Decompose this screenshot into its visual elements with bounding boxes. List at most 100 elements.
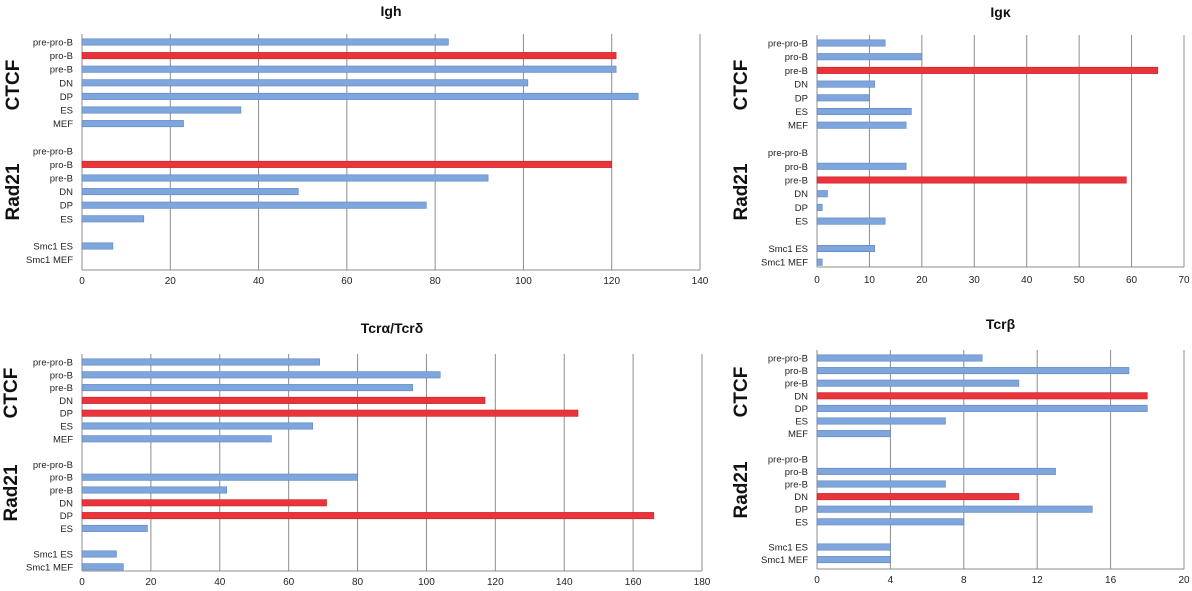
chart3-title: Tcrβ (986, 316, 1016, 332)
chart2-bar-smc1-es (81, 550, 117, 558)
chart3-group-label-rad21: Rad21 (731, 461, 752, 518)
chart0-bar-pro-b-highlight (81, 160, 613, 168)
chart1-bar-pre-b-highlight (816, 176, 1127, 184)
chart0-x-tick-label: 80 (430, 276, 442, 287)
chart3-row-label: Smc1 ES (768, 543, 808, 554)
chart1-row-label: ES (795, 107, 808, 118)
chart0-bar-es (81, 215, 145, 223)
chart3-row-label: pre-pro-B (768, 454, 808, 465)
chart2-row-label: DN (59, 498, 73, 509)
chart0-row-label: pro-B (50, 160, 73, 171)
chart3-row-label: pre-B (785, 480, 808, 491)
chart1-row-label: DN (794, 80, 808, 91)
chart0-x-tick-label: 140 (692, 276, 709, 287)
chart2-row-label: pre-B (50, 383, 73, 394)
chart1-row-label: pre-pro-B (768, 39, 808, 50)
chart0-row-label: DP (60, 92, 73, 103)
chart3-x-tick-label: 12 (1032, 575, 1044, 586)
chart0-row-label: ES (60, 106, 73, 117)
chart0-bar-es (81, 106, 242, 114)
chart0-x-tick-label: 0 (79, 276, 85, 287)
chart0-bar-dn (81, 79, 529, 87)
chart2-x-tick-label: 80 (352, 577, 364, 588)
chart2-group-label-ctcf: CTCF (1, 368, 22, 419)
chart0-bar-dp (81, 92, 639, 100)
chart0-x-tick-label: 100 (515, 276, 532, 287)
chart1-x-tick-label: 70 (1178, 275, 1190, 286)
chart3-row-label: pre-B (785, 379, 808, 390)
chart0-row-label: pre-pro-B (33, 146, 73, 157)
chart1-row-label: pro-B (785, 52, 808, 63)
chart2-bar-pre-b (81, 384, 413, 392)
chart2-row-label: pre-pro-B (33, 358, 73, 369)
chart2-x-tick-label: 160 (625, 577, 642, 588)
chart1-bar-dp (816, 203, 823, 211)
chart3-x-tick-label: 4 (888, 575, 894, 586)
chart3-row-label: ES (795, 417, 808, 428)
chart0-row-label: DN (59, 187, 73, 198)
chart0-bar-dp (81, 201, 427, 209)
chart0-bar-pre-pro-b (81, 38, 449, 46)
chart0-row-label: Smc1 ES (33, 242, 73, 253)
chart3-bar-dn-highlight (816, 493, 1020, 501)
chart1-bar-dn (816, 190, 828, 198)
chart1-row-label: ES (795, 217, 808, 228)
chart3-row-label: ES (795, 517, 808, 528)
chart1-x-tick-label: 0 (814, 275, 820, 286)
chart1-bar-smc1-mef (816, 258, 823, 266)
chart1-row-label: DP (795, 203, 808, 214)
chart0-row-label: MEF (53, 119, 73, 130)
chart2-x-tick-label: 60 (283, 577, 295, 588)
chart3-row-label: pro-B (785, 467, 808, 478)
chart2-x-tick-label: 20 (145, 577, 157, 588)
chart3-row-label: DN (794, 391, 808, 402)
chart1-x-tick-label: 50 (1074, 275, 1086, 286)
chart0-row-label: DP (60, 201, 73, 212)
chart2-bar-es (81, 524, 148, 532)
chart2-row-label: Smc1 ES (33, 550, 73, 561)
chart0-bar-mef (81, 120, 184, 128)
chart3-bar-pro-b (816, 467, 1056, 475)
chart3-row-label: pre-pro-B (768, 354, 808, 365)
chart2-row-label: ES (60, 524, 73, 535)
chart0-row-label: Smc1 MEF (26, 255, 73, 266)
chart1-x-tick-label: 40 (1021, 275, 1033, 286)
chart3-bar-dp (816, 505, 1093, 513)
chart2-bar-dn-highlight (81, 499, 327, 507)
chart3-bar-es (816, 518, 965, 526)
chart2-x-tick-label: 180 (694, 577, 711, 588)
chart2-row-label: ES (60, 422, 73, 433)
chart2-row-label: Smc1 MEF (26, 562, 73, 573)
chart0-x-tick-label: 120 (603, 276, 620, 287)
chart3-row-label: DP (795, 404, 808, 415)
chart1-row-label: pre-B (785, 176, 808, 187)
chart1-x-tick-label: 10 (864, 275, 876, 286)
chart3-bar-mef (816, 430, 891, 438)
chart1-bar-es (816, 217, 886, 225)
chart0-bar-pro-b-highlight (81, 52, 617, 60)
chart2-row-label: DN (59, 396, 73, 407)
chart0-bar-smc1-es (81, 242, 114, 250)
chart3-row-label: DN (794, 492, 808, 503)
chart3-bar-pro-b (816, 367, 1130, 375)
chart2-x-tick-label: 0 (79, 577, 85, 588)
chart0-title: Igh (381, 3, 402, 19)
chart2-row-label: pro-B (50, 473, 73, 484)
chart1-bar-pro-b (816, 53, 923, 61)
chart3-bar-es (816, 417, 946, 425)
chart0-row-label: ES (60, 214, 73, 225)
chart1-row-label: DN (794, 189, 808, 200)
chart2-x-tick-label: 40 (214, 577, 226, 588)
chart3-x-tick-label: 8 (961, 575, 967, 586)
chart0-row-label: pre-B (50, 174, 73, 185)
chart0-x-tick-label: 40 (253, 276, 265, 287)
chart2-row-label: MEF (53, 434, 73, 445)
chart1-bar-dn (816, 80, 875, 88)
chart2-bar-dn-highlight (81, 396, 486, 404)
chart3-x-tick-label: 20 (1178, 575, 1190, 586)
chart2-bar-es (81, 422, 314, 430)
chart2-x-tick-label: 140 (556, 577, 573, 588)
chart3-bar-dp (816, 404, 1148, 412)
chart1-group-label-ctcf: CTCF (731, 60, 752, 111)
chart3-bar-dn-highlight (816, 392, 1148, 400)
